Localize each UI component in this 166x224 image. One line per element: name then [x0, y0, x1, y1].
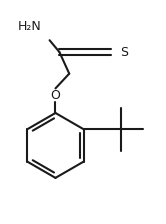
- Text: S: S: [120, 45, 128, 58]
- Text: H₂N: H₂N: [18, 20, 42, 33]
- Text: O: O: [50, 89, 60, 102]
